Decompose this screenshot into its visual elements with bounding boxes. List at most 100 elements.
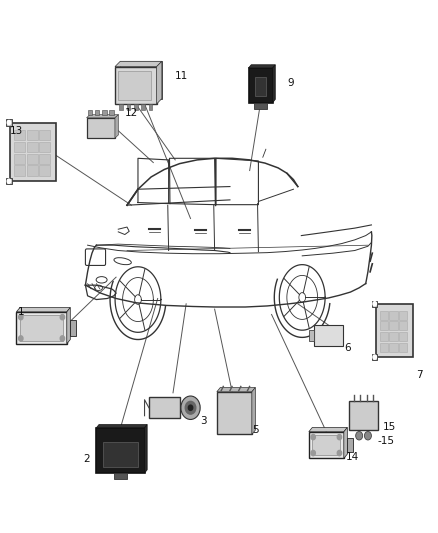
Polygon shape xyxy=(17,308,70,312)
Bar xyxy=(118,71,152,100)
Bar xyxy=(14,130,25,140)
Polygon shape xyxy=(87,115,118,118)
Text: 1: 1 xyxy=(18,307,24,317)
Bar xyxy=(88,110,92,115)
Bar xyxy=(14,154,25,164)
Bar xyxy=(17,312,67,344)
Bar xyxy=(134,104,138,110)
Bar xyxy=(376,304,413,357)
Bar xyxy=(141,104,145,110)
Polygon shape xyxy=(96,424,147,427)
Polygon shape xyxy=(67,308,70,344)
Bar xyxy=(255,77,266,96)
Bar xyxy=(96,427,145,473)
Bar xyxy=(389,321,398,330)
Bar xyxy=(399,343,407,352)
Bar xyxy=(20,315,64,341)
Text: -15: -15 xyxy=(378,437,395,446)
Bar xyxy=(102,110,106,115)
Bar xyxy=(389,311,398,320)
Bar xyxy=(95,110,99,115)
Polygon shape xyxy=(115,61,162,67)
Text: 7: 7 xyxy=(416,370,423,380)
Circle shape xyxy=(188,405,193,410)
Polygon shape xyxy=(120,61,162,99)
Bar xyxy=(309,330,314,341)
Circle shape xyxy=(181,396,200,419)
Text: 9: 9 xyxy=(287,78,293,87)
Bar xyxy=(372,354,378,360)
Bar xyxy=(14,166,25,176)
Text: 5: 5 xyxy=(252,425,258,435)
Text: 2: 2 xyxy=(83,455,90,464)
Text: 11: 11 xyxy=(175,71,188,80)
Bar xyxy=(114,473,127,480)
Bar xyxy=(312,435,340,455)
Circle shape xyxy=(373,302,376,306)
Circle shape xyxy=(18,336,23,341)
Polygon shape xyxy=(115,115,118,138)
Bar xyxy=(14,142,25,152)
Polygon shape xyxy=(249,65,275,68)
Bar xyxy=(110,110,114,115)
Bar xyxy=(115,67,157,104)
Bar xyxy=(309,432,344,458)
Bar xyxy=(217,392,252,434)
Bar xyxy=(39,154,50,164)
Circle shape xyxy=(60,336,65,341)
Bar xyxy=(399,311,407,320)
Bar xyxy=(70,320,76,336)
Bar xyxy=(149,397,180,418)
Circle shape xyxy=(364,432,371,440)
Circle shape xyxy=(337,434,342,440)
Polygon shape xyxy=(145,424,147,473)
Polygon shape xyxy=(156,61,162,104)
Circle shape xyxy=(373,355,376,359)
Polygon shape xyxy=(344,427,347,458)
Bar xyxy=(27,142,38,152)
Bar xyxy=(372,301,378,307)
Bar xyxy=(314,325,343,346)
Bar xyxy=(399,321,407,330)
Circle shape xyxy=(7,120,11,125)
Circle shape xyxy=(311,450,315,456)
Circle shape xyxy=(60,314,65,320)
Bar xyxy=(389,343,398,352)
Bar xyxy=(39,166,50,176)
Bar xyxy=(27,166,38,176)
Text: 15: 15 xyxy=(383,423,396,432)
Bar xyxy=(149,104,152,110)
Bar xyxy=(127,104,130,110)
Bar xyxy=(380,343,388,352)
Text: 12: 12 xyxy=(125,108,138,118)
Bar xyxy=(6,119,11,126)
Polygon shape xyxy=(217,387,255,392)
Bar xyxy=(103,442,138,467)
Bar xyxy=(39,142,50,152)
Bar xyxy=(380,321,388,330)
Circle shape xyxy=(337,450,342,456)
Text: 13: 13 xyxy=(10,126,23,135)
Bar xyxy=(87,118,115,138)
Bar xyxy=(380,332,388,341)
Bar xyxy=(399,332,407,341)
Text: 3: 3 xyxy=(201,416,207,426)
Polygon shape xyxy=(309,427,347,432)
Bar xyxy=(347,438,353,452)
Text: 14: 14 xyxy=(346,452,359,462)
Bar xyxy=(380,311,388,320)
Circle shape xyxy=(356,432,363,440)
Bar xyxy=(10,123,56,181)
Bar xyxy=(350,401,378,431)
Circle shape xyxy=(7,179,11,183)
Bar xyxy=(254,102,267,109)
Polygon shape xyxy=(272,65,275,102)
Bar xyxy=(249,68,272,102)
Bar xyxy=(119,104,123,110)
Circle shape xyxy=(18,314,23,320)
Bar xyxy=(389,332,398,341)
Text: 6: 6 xyxy=(345,343,351,352)
Polygon shape xyxy=(252,387,255,434)
Circle shape xyxy=(185,401,196,414)
Bar xyxy=(27,154,38,164)
